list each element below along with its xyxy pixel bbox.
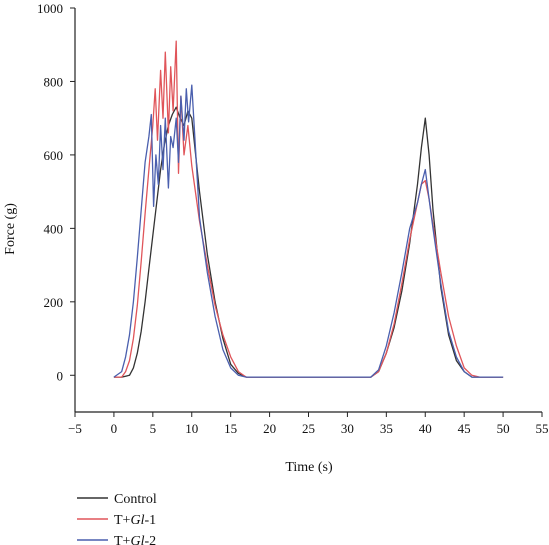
y-axis-title: Force (g)	[3, 203, 18, 255]
series-line-control	[113, 106, 504, 378]
legend-label: T+Gl-1	[114, 513, 156, 528]
y-ticks: 0 200 400 600 800 1000	[37, 1, 75, 383]
series-line-t-gl-2	[113, 84, 504, 378]
series-layer	[113, 40, 504, 378]
x-tick-label: 35	[380, 421, 393, 436]
y-tick-label: 200	[44, 295, 64, 310]
y-tick-label: 1000	[37, 1, 63, 16]
x-tick-label: 15	[224, 421, 237, 436]
x-tick-label: 55	[536, 421, 549, 436]
x-ticks: −5 0 5 10 15 20 25 30 35 40 45 50 55	[68, 412, 549, 436]
x-tick-label: 0	[111, 421, 118, 436]
x-tick-label: 25	[302, 421, 315, 436]
x-tick-label: 10	[185, 421, 198, 436]
legend-label: Control	[114, 492, 157, 507]
x-tick-label: 45	[458, 421, 471, 436]
y-tick-label: 400	[44, 221, 64, 236]
x-axis-title: Time (s)	[285, 460, 333, 475]
y-tick-label: 800	[44, 74, 64, 89]
legend-label: T+Gl-2	[114, 534, 156, 545]
x-tick-label: 5	[150, 421, 157, 436]
legend: Control T+Gl-1 T+Gl-2	[77, 492, 157, 545]
x-tick-label: −5	[68, 421, 82, 436]
x-tick-label: 40	[419, 421, 432, 436]
x-tick-label: 20	[263, 421, 276, 436]
series-line-t-gl-1	[113, 40, 504, 378]
y-tick-label: 0	[57, 368, 64, 383]
x-tick-label: 30	[341, 421, 354, 436]
y-tick-label: 600	[44, 148, 64, 163]
x-tick-label: 50	[497, 421, 510, 436]
